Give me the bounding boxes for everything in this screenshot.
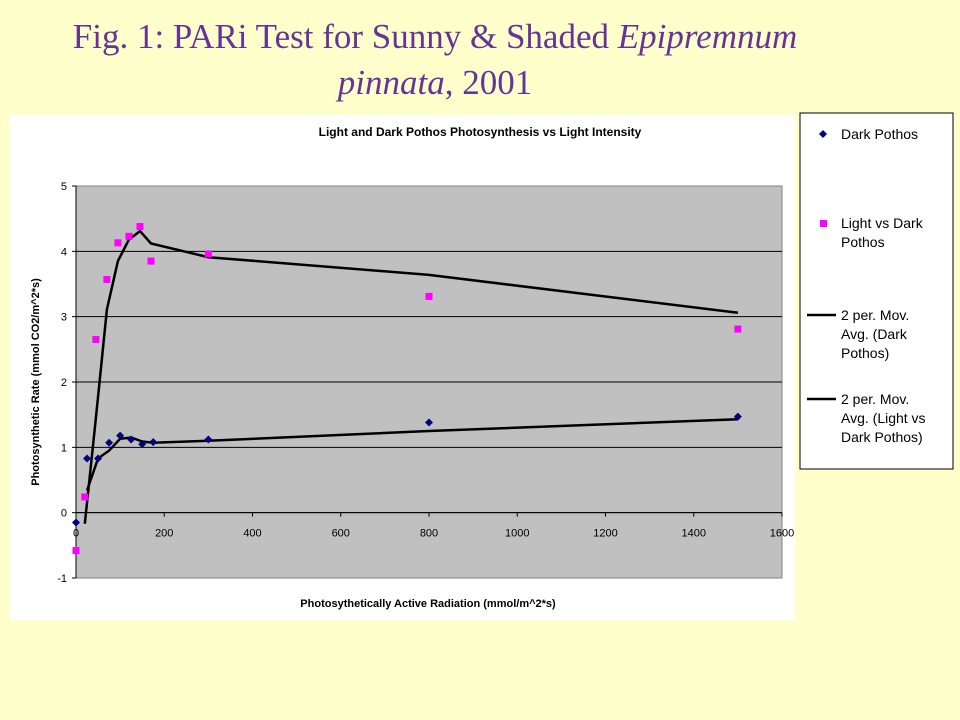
legend-label-light-2: Pothos xyxy=(841,234,885,250)
chart-area: Light and Dark Pothos Photosynthesis vs … xyxy=(0,110,960,630)
legend-label-mov-light-1: 2 per. Mov. xyxy=(841,391,909,407)
x-tick-label: 400 xyxy=(243,528,261,540)
data-point-light xyxy=(125,232,133,240)
x-tick-label: 1000 xyxy=(505,528,529,540)
legend-label-mov-light-3: Dark Pothos) xyxy=(841,429,923,445)
y-tick-label: -1 xyxy=(57,573,67,585)
y-tick-label: 3 xyxy=(61,312,67,324)
x-tick-label: 1400 xyxy=(682,528,706,540)
y-tick-label: 2 xyxy=(61,377,67,389)
legend-marker-light xyxy=(820,220,827,227)
data-point-light xyxy=(147,257,155,265)
x-axis: 0 200 400 600 800 1000 1200 1400 1600 xyxy=(73,512,794,540)
data-point-dark xyxy=(149,438,158,447)
data-point-dark xyxy=(83,454,92,463)
x-tick-label: 1600 xyxy=(770,528,794,540)
data-point-dark xyxy=(204,435,213,444)
data-point-dark xyxy=(116,431,125,440)
x-tick-label: 600 xyxy=(332,528,350,540)
y-tick-label: 0 xyxy=(61,508,67,520)
data-point-light xyxy=(72,547,80,555)
data-point-light xyxy=(204,250,212,258)
data-point-dark xyxy=(72,518,80,527)
legend-label-light-1: Light vs Dark xyxy=(841,215,924,231)
legend-item-dark: Dark Pothos xyxy=(819,126,918,142)
data-point-light xyxy=(81,493,89,501)
legend-item-mov-light: 2 per. Mov. Avg. (Light vs Dark Pothos) xyxy=(807,391,926,445)
title-part-2: , 2001 xyxy=(444,63,533,102)
data-point-dark xyxy=(425,418,433,427)
trend-lines xyxy=(83,229,739,524)
legend-label-mov-light-2: Avg. (Light vs xyxy=(841,410,926,426)
x-tick-label: 1200 xyxy=(593,528,617,540)
data-point-dark xyxy=(127,435,136,444)
y-tick-label: 1 xyxy=(61,442,67,454)
legend-label-mov-dark-3: Pothos) xyxy=(841,345,889,361)
data-point-dark xyxy=(105,438,114,447)
legend-item-mov-dark: 2 per. Mov. Avg. (Dark Pothos) xyxy=(807,307,909,361)
data-point-dark xyxy=(138,440,147,449)
legend-label-dark: Dark Pothos xyxy=(841,126,918,142)
y-tick-label: 4 xyxy=(61,246,67,258)
title-species: pinnata xyxy=(337,63,445,102)
slide-title: Fig. 1: PARi Test for Sunny & Shaded Epi… xyxy=(0,14,870,106)
legend-marker-dark xyxy=(819,130,827,138)
title-part-1: Fig. 1: PARi Test for Sunny & Shaded xyxy=(72,17,618,56)
data-markers xyxy=(72,223,742,555)
chart-title: Light and Dark Pothos Photosynthesis vs … xyxy=(319,125,642,139)
data-point-dark xyxy=(733,412,742,421)
data-point-light xyxy=(103,275,111,283)
trendline-dark xyxy=(85,417,738,491)
data-point-light xyxy=(425,292,433,300)
data-point-light xyxy=(92,336,100,344)
x-tick-label: 0 xyxy=(73,528,79,540)
y-axis-title: Photosynthetic Rate (mmol CO2/m^2*s) xyxy=(30,278,42,486)
legend-label-mov-dark-2: Avg. (Dark xyxy=(841,326,908,342)
legend-item-light: Light vs Dark Pothos xyxy=(820,215,924,250)
chart-svg: Light and Dark Pothos Photosynthesis vs … xyxy=(10,112,954,620)
data-point-light xyxy=(114,239,122,247)
gridlines xyxy=(76,250,782,514)
legend-label-mov-dark-1: 2 per. Mov. xyxy=(841,307,909,323)
y-axis: -1 0 1 2 3 4 5 xyxy=(57,181,77,585)
data-point-light xyxy=(136,223,144,231)
legend-box xyxy=(799,112,954,470)
data-point-dark xyxy=(94,454,103,463)
x-tick-label: 800 xyxy=(420,528,438,540)
trendline-light xyxy=(83,229,739,524)
x-tick-label: 200 xyxy=(155,528,173,540)
title-genus: Epipremnum xyxy=(617,17,798,56)
data-point-light xyxy=(734,325,742,333)
y-tick-label: 5 xyxy=(61,181,67,193)
legend: Dark Pothos Light vs Dark Pothos 2 per. … xyxy=(799,112,954,470)
x-axis-title: Photosythetically Active Radiation (mmol… xyxy=(300,598,556,610)
